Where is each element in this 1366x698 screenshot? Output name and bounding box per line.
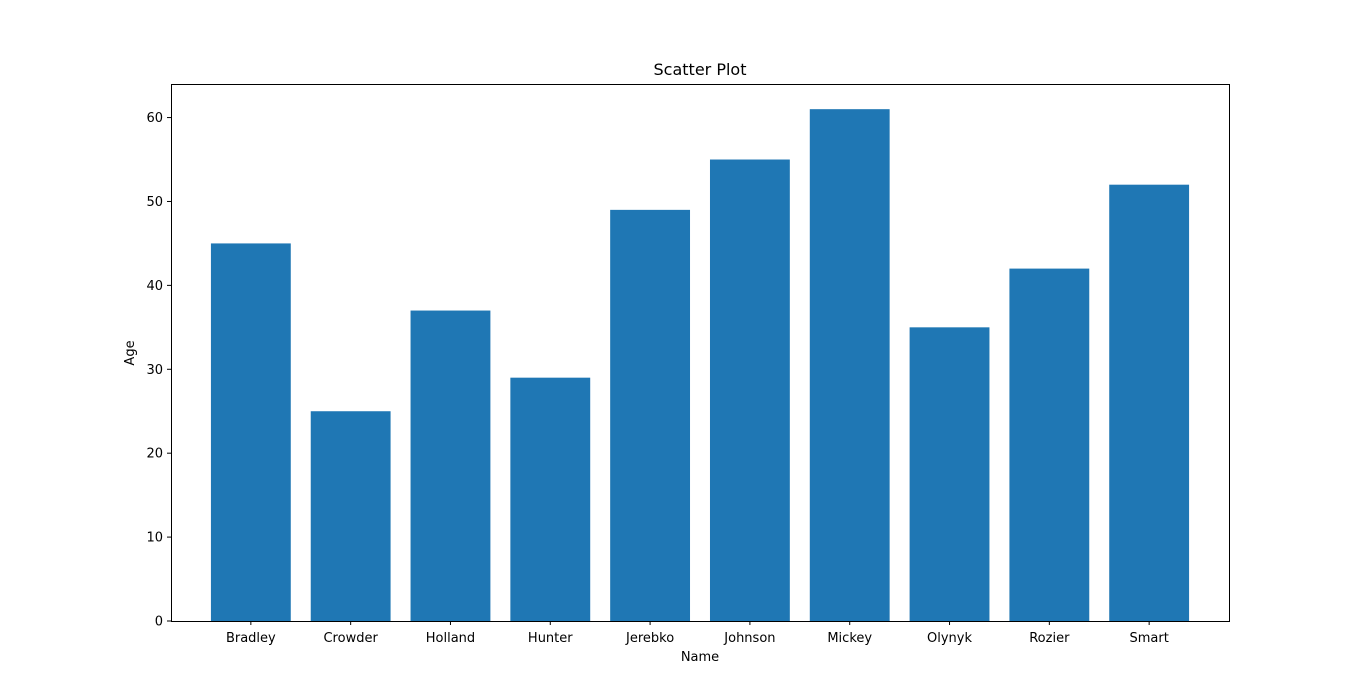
x-axis-ticks: Bradley Crowder Holland Hunter Jerebko Johnso… [226,621,1169,646]
x-axis-label: Name [681,650,719,665]
plot-area-frame [171,84,1230,622]
chart-title: Scatter Plot [654,60,747,79]
bar-holland [410,310,491,621]
x-tick-label: Smart [1129,631,1168,646]
y-tick-label: 50 [146,195,163,210]
y-tick-label: 60 [146,111,163,126]
x-tick-label: Jerebko [625,631,674,646]
x-tick-label: Bradley [226,631,276,646]
bar-hunter [510,377,591,621]
y-tick-label: 40 [146,279,163,294]
bar-bradley [210,243,291,621]
y-axis-label: Age [123,340,138,365]
y-axis-ticks: 0 10 20 30 40 50 60 [146,111,171,630]
bar-rozier [1009,268,1090,621]
x-tick-label: Crowder [323,631,378,646]
y-tick-label: 0 [155,615,163,630]
bar-johnson [709,159,790,621]
y-tick-label: 20 [146,447,163,462]
x-tick-label: Holland [426,631,475,646]
x-tick-label: Hunter [528,631,573,646]
bar-jerebko [610,209,691,621]
x-tick-label: Rozier [1029,631,1070,646]
y-tick-label: 30 [146,363,163,378]
x-tick-label: Mickey [827,631,872,646]
bar-smart [1109,184,1190,621]
bar-mickey [809,109,890,621]
bar-olynyk [909,327,990,621]
x-tick-label: Olynyk [927,631,972,646]
bar-crowder [310,411,391,621]
x-tick-label: Johnson [723,631,775,646]
y-tick-label: 10 [146,531,163,546]
bars-layer [210,109,1190,621]
